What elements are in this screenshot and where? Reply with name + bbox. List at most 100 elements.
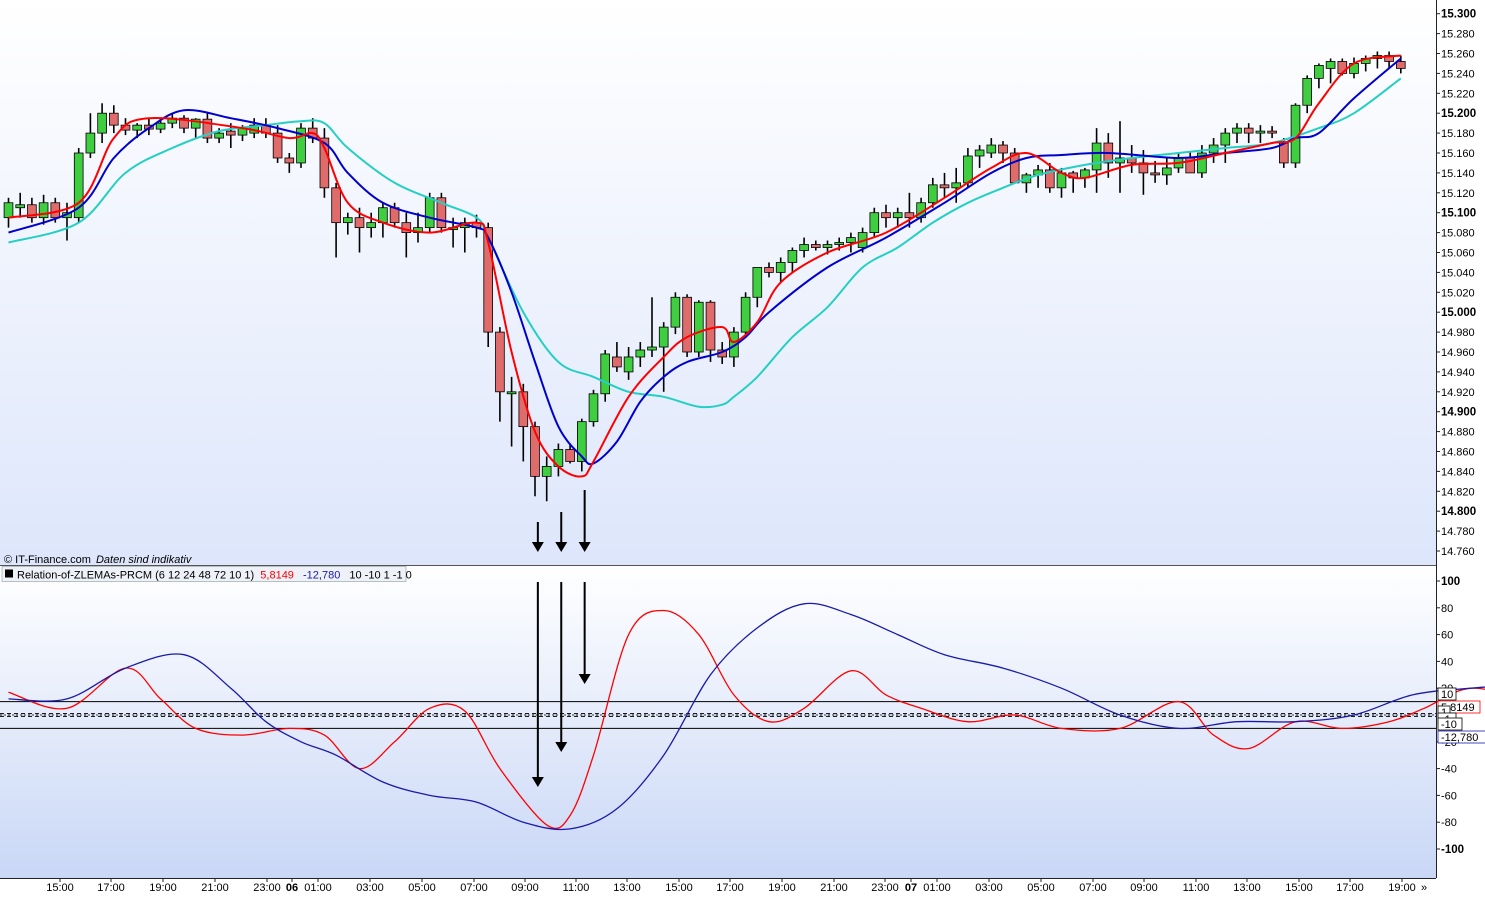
price-tick-label: 14.940 [1441, 367, 1475, 379]
indicator-legend: Relation-of-ZLEMAs-PRCM (6 12 24 48 72 1… [2, 567, 412, 582]
oscillator-tick-label: -100 [1441, 844, 1464, 856]
candle-body [776, 262, 785, 272]
price-tick-label: 15.120 [1441, 188, 1475, 200]
candle [297, 123, 306, 168]
time-tick-label: 01:00 [304, 882, 332, 894]
time-tick-label: 21:00 [201, 882, 229, 894]
candle-body [343, 218, 352, 223]
price-tick-label: 15.020 [1441, 287, 1475, 299]
time-tick-label: 17:00 [1336, 882, 1364, 894]
price-tick-label: 14.780 [1441, 526, 1475, 538]
candle-body [1244, 128, 1253, 133]
price-tick-label: 15.300 [1441, 9, 1476, 21]
candle [694, 300, 703, 357]
time-tick-label: 13:00 [1233, 882, 1261, 894]
candle-body [507, 392, 516, 394]
candle-body [671, 297, 680, 327]
price-tick-label: 15.080 [1441, 228, 1475, 240]
candle-body [133, 125, 142, 130]
candle-body [870, 213, 879, 233]
time-tick-label: 01:00 [923, 882, 951, 894]
price-tick-label: 15.200 [1441, 108, 1476, 120]
time-tick-label: 23:00 [871, 882, 899, 894]
oscillator-tick-label: 100 [1441, 576, 1460, 588]
candle-body [86, 133, 95, 153]
oscillator-tick-label: 40 [1441, 656, 1453, 668]
candle-body [1303, 78, 1312, 105]
price-tick-label: 14.820 [1441, 486, 1475, 498]
candle-body [940, 185, 949, 188]
time-tick-label: 07 [905, 882, 917, 894]
candle-body [1338, 61, 1347, 73]
candle-body [975, 150, 984, 156]
candle-body [741, 297, 750, 332]
candle-body [987, 145, 996, 153]
candle-body [425, 198, 434, 228]
oscillator-tick-label: -60 [1441, 790, 1457, 802]
indicator-legend-name: Relation-of-ZLEMAs-PRCM (6 12 24 48 72 1… [17, 570, 254, 582]
candle-body [1233, 128, 1242, 133]
time-tick-label: 15:00 [46, 882, 74, 894]
candle-body [16, 205, 25, 208]
candle [683, 294, 692, 357]
time-tick-label: 06 [286, 882, 298, 894]
time-tick-label: 03:00 [356, 882, 384, 894]
price-tick-label: 15.100 [1441, 208, 1476, 220]
scroll-right-icon[interactable]: » [1421, 882, 1427, 894]
candle-body [1268, 131, 1277, 133]
candle-body [1256, 131, 1265, 133]
candle-body [811, 245, 820, 248]
candle-body [835, 243, 844, 245]
time-tick-label: 09:00 [511, 882, 539, 894]
candle [741, 292, 750, 337]
candle-body [788, 251, 797, 263]
value-badge-label: 10 [1441, 689, 1453, 701]
time-tick-label: 05:00 [1027, 882, 1055, 894]
oscillator-panel-background [0, 566, 1436, 878]
candle-body [1221, 133, 1230, 145]
oscillator-tick-label: 80 [1441, 603, 1453, 615]
candle-body [98, 113, 107, 133]
candle-body [882, 213, 891, 218]
candle-body [226, 131, 235, 135]
price-tick-label: 14.860 [1441, 447, 1475, 459]
price-tick-label: 15.060 [1441, 248, 1475, 260]
indicator-legend-params: 10 -10 1 -1 0 [349, 570, 411, 582]
time-tick-label: 13:00 [613, 882, 641, 894]
candle-body [624, 357, 633, 372]
time-tick-label: 11:00 [1183, 882, 1210, 894]
candle-body [683, 297, 692, 352]
candle-body [601, 354, 610, 394]
candle-body [379, 208, 388, 223]
candle-body [156, 123, 165, 129]
value-badge-label: -10 [1441, 719, 1457, 731]
candle-body [694, 302, 703, 352]
price-tick-label: 14.960 [1441, 347, 1475, 359]
candle-body [706, 302, 715, 350]
candle [74, 148, 83, 223]
candle-body [613, 357, 622, 367]
price-tick-label: 14.760 [1441, 546, 1475, 558]
time-tick-label: 21:00 [820, 882, 848, 894]
candle-body [964, 156, 973, 183]
price-tick-label: 14.800 [1441, 506, 1476, 518]
time-tick-label: 11:00 [563, 882, 590, 894]
candle-body [1092, 143, 1101, 170]
candle-body [285, 158, 294, 163]
time-tick-label: 09:00 [1130, 882, 1158, 894]
price-tick-label: 15.160 [1441, 148, 1475, 160]
price-tick-label: 15.180 [1441, 128, 1475, 140]
candle-body [765, 267, 774, 272]
price-tick-label: 15.040 [1441, 267, 1475, 279]
price-tick-label: 14.840 [1441, 466, 1475, 478]
candle-body [390, 208, 399, 223]
indicator-legend-value-blue: -12,780 [303, 570, 340, 582]
time-tick-label: 05:00 [408, 882, 436, 894]
candle-body [847, 238, 856, 243]
indicator-legend-text: Relation-of-ZLEMAs-PRCM (6 12 24 48 72 1… [17, 570, 412, 582]
candle-body [636, 350, 645, 357]
price-tick-label: 14.980 [1441, 327, 1475, 339]
time-tick-label: 23:00 [253, 882, 281, 894]
